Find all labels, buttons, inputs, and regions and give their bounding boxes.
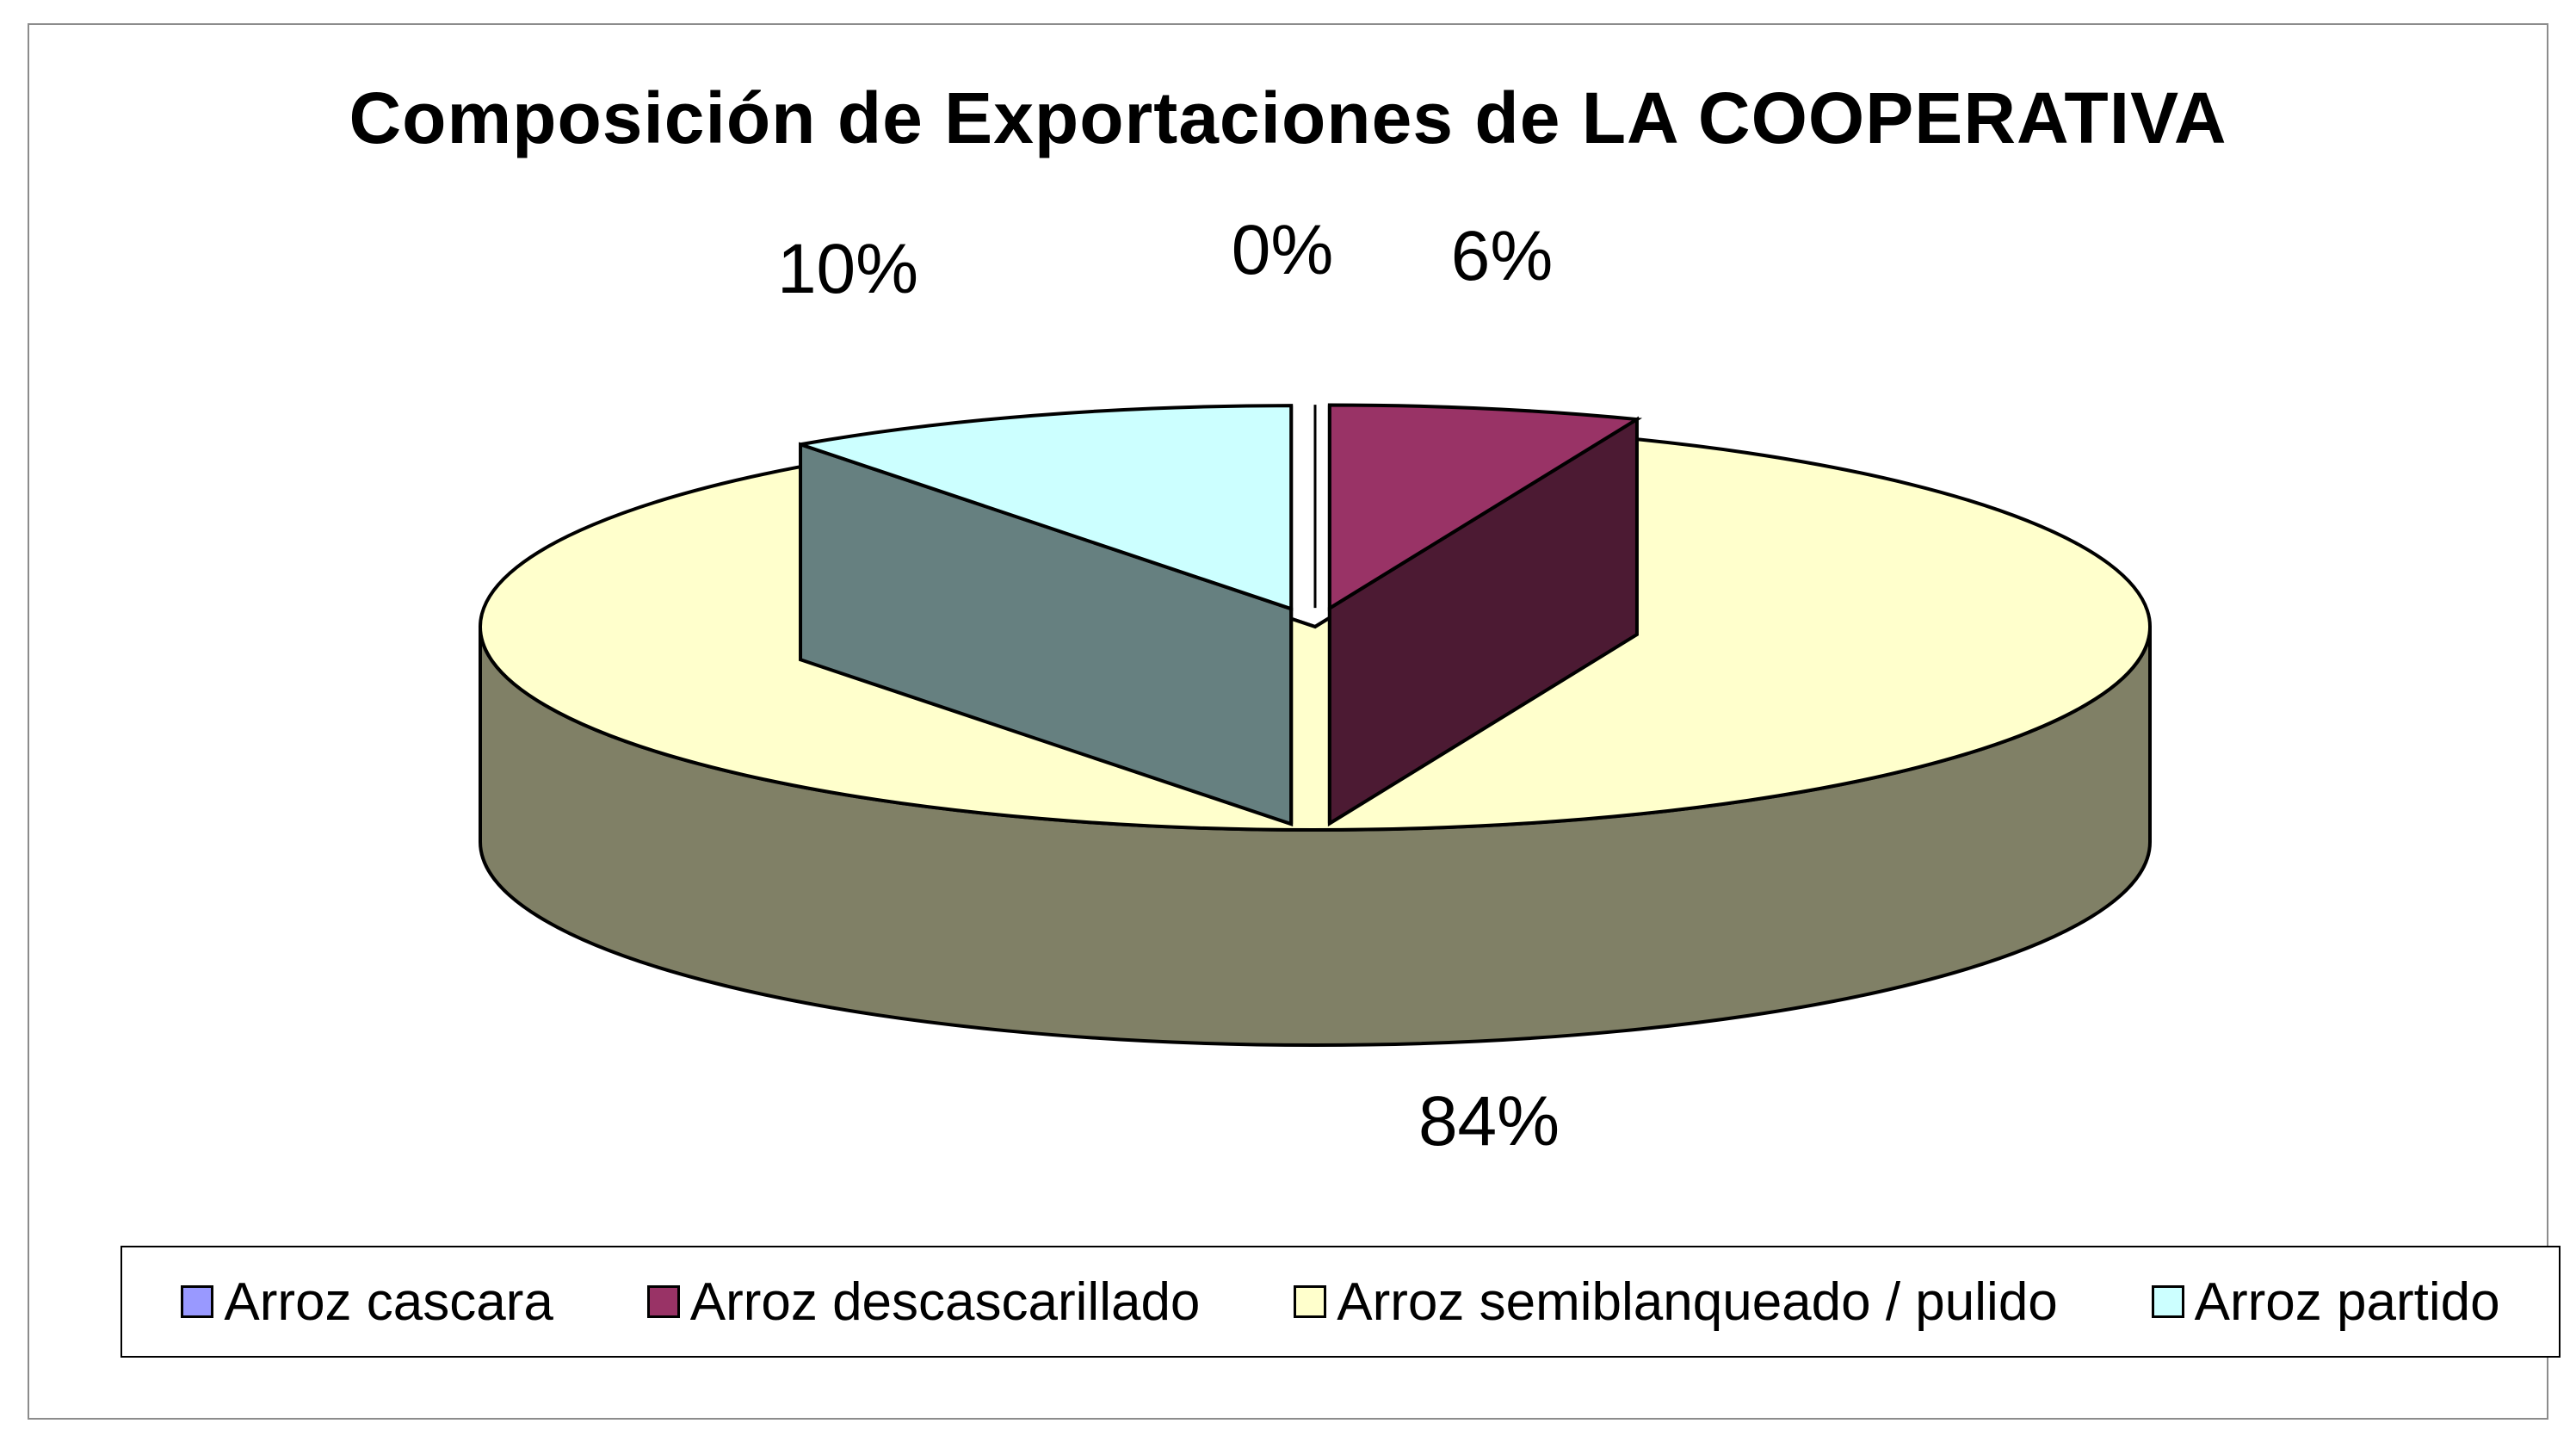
legend-swatch <box>646 1285 680 1318</box>
legend-label: Arroz descascarillado <box>689 1272 1201 1332</box>
legend-item-arroz-cascara: Arroz cascara <box>181 1272 553 1333</box>
pie-slice-1 <box>1327 403 1643 827</box>
legend-label: Arroz cascara <box>224 1272 553 1332</box>
legend-item-arroz-partido: Arroz partido <box>2151 1272 2500 1333</box>
legend-swatch <box>1294 1285 1327 1318</box>
pie-slice-top <box>800 404 1294 611</box>
legend: Arroz cascara Arroz descascarillado Arro… <box>120 1246 2561 1358</box>
legend-swatch <box>2151 1285 2184 1318</box>
chart-title: Composición de Exportaciones de LA COOPE… <box>349 77 2227 158</box>
legend-label: Arroz semiblanqueado / pulido <box>1337 1272 2058 1332</box>
data-label-3: 10% <box>777 230 918 308</box>
pie-slice-3 <box>799 404 1294 826</box>
legend-item-arroz-semiblanqueado: Arroz semiblanqueado / pulido <box>1294 1272 2058 1333</box>
data-label-1: 6% <box>1451 217 1554 295</box>
legend-swatch <box>181 1285 214 1318</box>
legend-item-arroz-descascarillado: Arroz descascarillado <box>646 1272 1201 1333</box>
pie-slice-top <box>1327 403 1643 612</box>
data-label-2: 84% <box>1418 1082 1560 1160</box>
legend-label: Arroz partido <box>2194 1272 2500 1332</box>
data-label-0: 0% <box>1232 211 1334 289</box>
